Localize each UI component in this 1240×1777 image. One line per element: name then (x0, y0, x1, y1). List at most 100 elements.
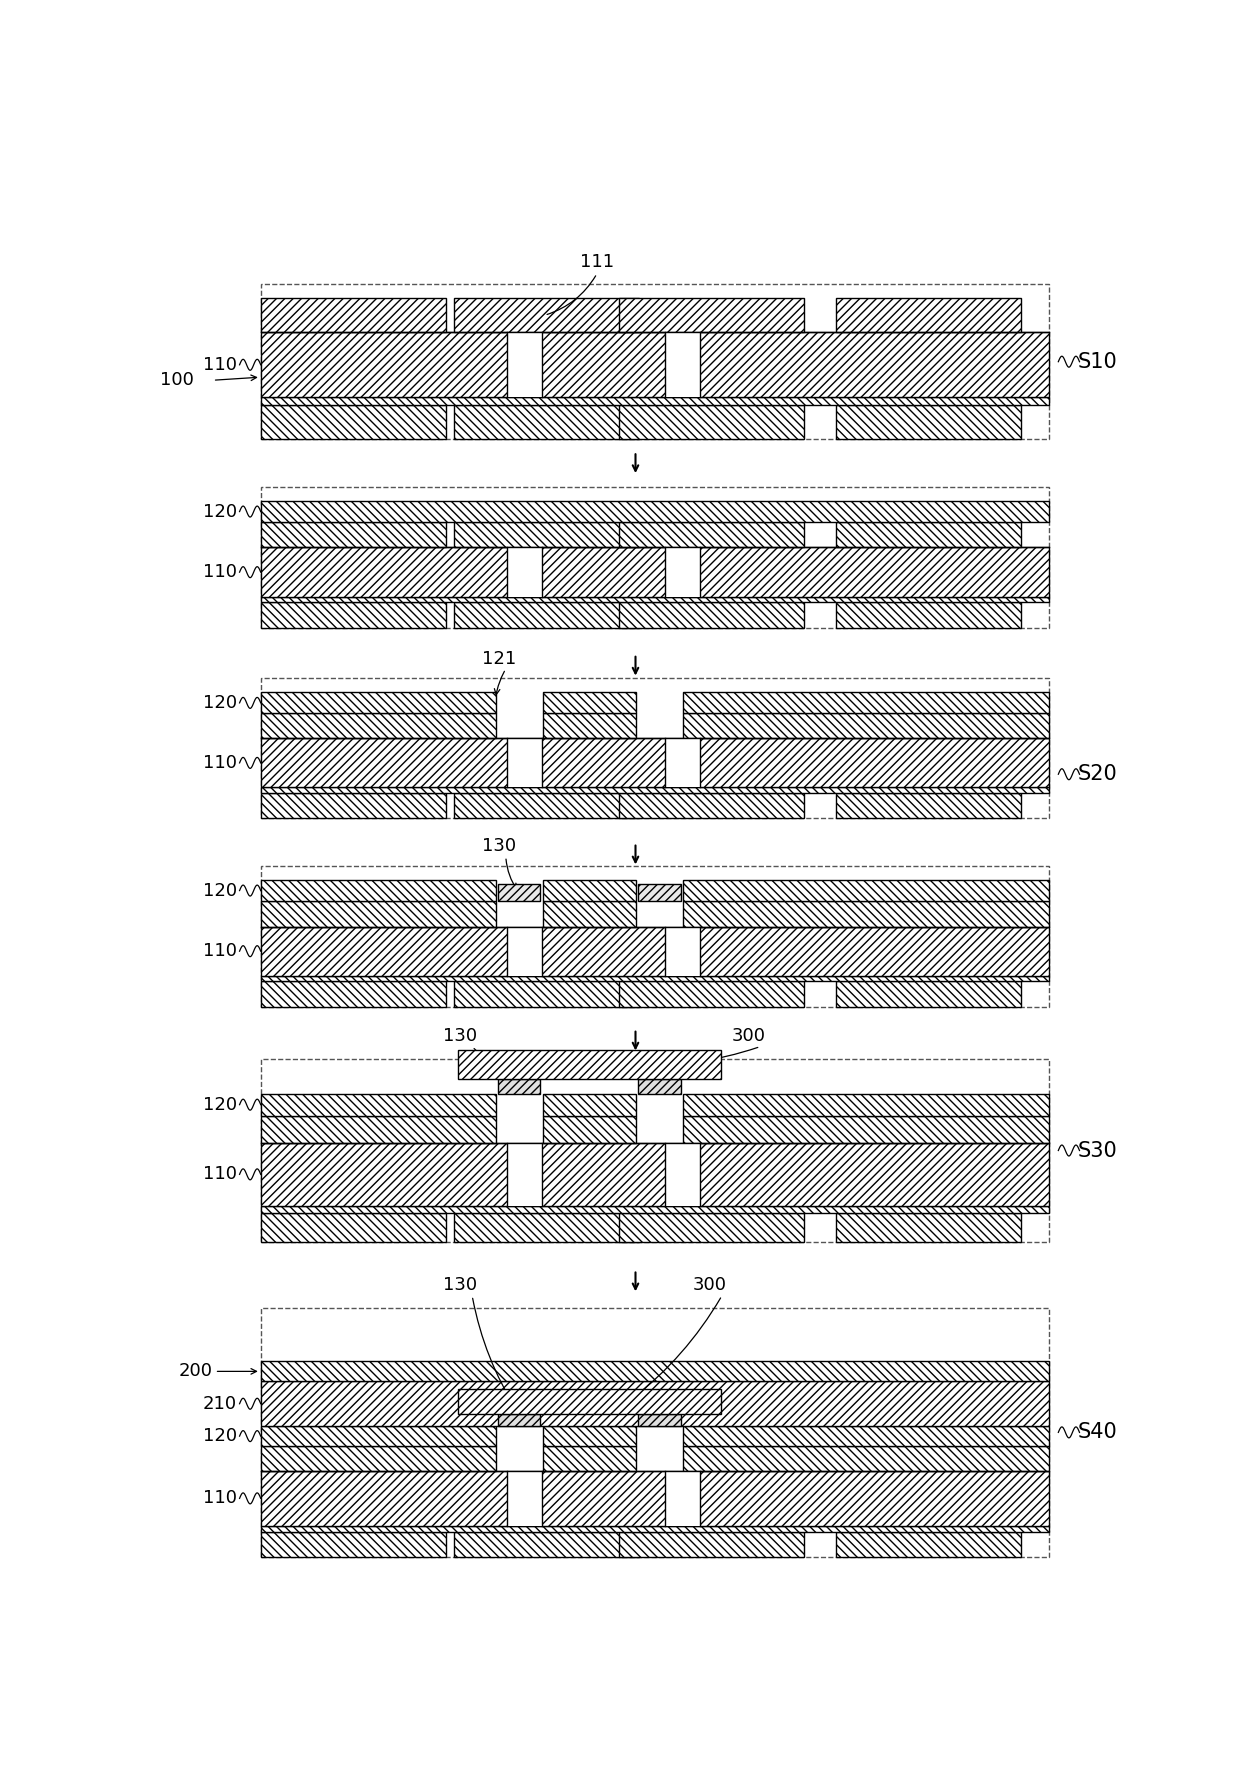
Bar (260, 501, 1049, 522)
Bar (507, 739, 542, 787)
Bar (683, 1446, 1049, 1471)
Bar (619, 793, 805, 817)
Text: 121: 121 (481, 650, 516, 668)
Bar (683, 1093, 1049, 1116)
Bar (498, 1079, 541, 1093)
Bar (260, 787, 1049, 793)
Bar (836, 405, 1022, 439)
Bar (260, 1446, 496, 1471)
Bar (260, 1093, 496, 1116)
Bar (454, 793, 639, 817)
Bar (683, 901, 1049, 926)
Bar (543, 713, 636, 739)
Bar (260, 1059, 1049, 1242)
Bar (260, 1308, 1049, 1557)
Bar (260, 1143, 1049, 1205)
Bar (260, 1205, 1049, 1214)
Bar (507, 926, 542, 976)
Bar (683, 880, 1049, 901)
Text: 120: 120 (202, 693, 237, 713)
Bar (619, 522, 805, 547)
Bar (260, 398, 1049, 405)
Bar (260, 332, 1049, 398)
Bar (665, 926, 701, 976)
Bar (260, 1381, 1049, 1427)
Bar (665, 547, 701, 597)
Text: 130: 130 (481, 837, 516, 855)
Bar (260, 865, 1049, 1008)
Bar (683, 693, 1049, 713)
Bar (260, 713, 496, 739)
Text: 300: 300 (693, 1276, 727, 1294)
Bar (836, 1214, 1022, 1242)
Bar (458, 1390, 720, 1414)
Text: 110: 110 (202, 1166, 237, 1183)
Bar (260, 547, 1049, 597)
Text: 111: 111 (580, 252, 614, 270)
Bar (454, 405, 639, 439)
Bar (619, 602, 805, 627)
Bar (260, 679, 1049, 817)
Bar (639, 885, 681, 901)
Bar (543, 880, 636, 901)
Bar (619, 1532, 805, 1557)
Bar (260, 793, 446, 817)
Text: 110: 110 (202, 942, 237, 960)
Bar (260, 739, 1049, 787)
Bar (543, 1446, 636, 1471)
Bar (836, 299, 1022, 332)
Bar (260, 1214, 446, 1242)
Bar (260, 976, 1049, 981)
Bar (543, 693, 636, 713)
Bar (454, 981, 639, 1008)
Bar (454, 1214, 639, 1242)
Bar (260, 1361, 1049, 1381)
Bar (260, 1471, 1049, 1526)
Bar (260, 926, 1049, 976)
Text: 120: 120 (202, 503, 237, 521)
Text: 100: 100 (160, 371, 193, 389)
Bar (836, 1532, 1022, 1557)
Bar (836, 793, 1022, 817)
Bar (507, 1143, 542, 1205)
Bar (683, 713, 1049, 739)
Text: S40: S40 (1078, 1422, 1117, 1443)
Text: 300: 300 (732, 1027, 765, 1045)
Bar (619, 1214, 805, 1242)
Bar (639, 1079, 681, 1093)
Bar (454, 299, 639, 332)
Bar (665, 1471, 701, 1526)
Text: 110: 110 (202, 563, 237, 581)
Bar (836, 981, 1022, 1008)
Bar (260, 522, 446, 547)
Text: 120: 120 (202, 881, 237, 899)
Bar (454, 602, 639, 627)
Bar (260, 284, 1049, 439)
Bar (665, 332, 701, 398)
Text: 120: 120 (202, 1427, 237, 1445)
Bar (260, 693, 496, 713)
Bar (260, 602, 446, 627)
Bar (260, 981, 446, 1008)
Bar (836, 522, 1022, 547)
Bar (543, 1116, 636, 1143)
Text: S30: S30 (1078, 1141, 1117, 1160)
Bar (507, 1471, 542, 1526)
Bar (619, 405, 805, 439)
Bar (507, 332, 542, 398)
Bar (543, 1093, 636, 1116)
Bar (260, 1526, 1049, 1532)
Bar (454, 522, 639, 547)
Text: 130: 130 (444, 1276, 477, 1294)
Bar (260, 1116, 496, 1143)
Bar (543, 901, 636, 926)
Bar (665, 1143, 701, 1205)
Text: 110: 110 (202, 355, 237, 373)
Bar (260, 1532, 446, 1557)
Bar (454, 1532, 639, 1557)
Bar (260, 299, 446, 332)
Text: 200: 200 (179, 1363, 213, 1381)
Bar (260, 597, 1049, 602)
Bar (260, 405, 446, 439)
Text: S20: S20 (1078, 764, 1117, 784)
